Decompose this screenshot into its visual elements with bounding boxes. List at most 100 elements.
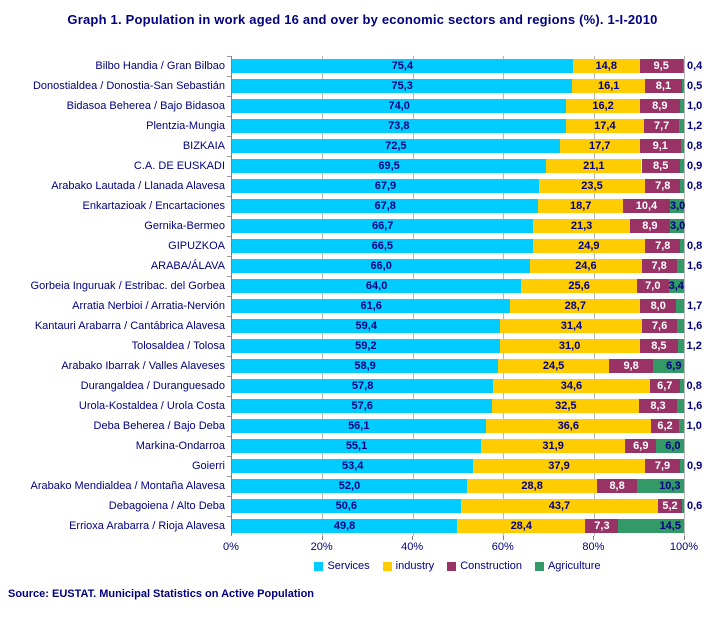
value-label: 67,9 — [374, 180, 397, 192]
value-label: 7,8 — [651, 260, 667, 272]
bar-space: 55,1 31,9 6,9 6,0 — [227, 436, 684, 456]
bar-segment-industry: 43,7 — [460, 499, 659, 513]
chart-title: Graph 1. Population in work aged 16 and … — [67, 12, 658, 27]
bar-segment-agriculture — [682, 59, 685, 73]
bar-space: 66,5 24,9 7,8 0,8 — [227, 236, 702, 256]
value-label: 66,5 — [371, 240, 393, 252]
legend-item: Services — [314, 560, 370, 572]
axis-tick-label: 20% — [310, 541, 333, 553]
value-label: 24,6 — [575, 260, 597, 272]
value-label: 31,9 — [542, 440, 564, 452]
value-label: 8,9 — [652, 100, 668, 112]
value-label: 7,0 — [645, 280, 661, 292]
chart-row: Tolosaldea / Tolosa 59,2 31,0 8,5 1,2 — [0, 336, 725, 356]
bar-segment-agriculture: 10,3 — [636, 479, 684, 493]
category-label: Arabako Ibarrak / Valles Alaveses — [61, 360, 225, 372]
value-label: 50,6 — [335, 500, 358, 512]
bar-segment-services: 52,0 — [232, 479, 468, 493]
bar-segment-services: 75,3 — [232, 79, 573, 93]
category-label: Gernika-Bermeo — [144, 220, 225, 232]
bar-segment-industry: 24,9 — [532, 239, 646, 253]
value-label: 57,8 — [351, 380, 374, 392]
value-label: 3,0 — [669, 220, 686, 232]
bar-segment-industry: 17,7 — [559, 139, 640, 153]
bar-segment-industry: 36,6 — [485, 419, 651, 433]
category-label: Gorbeia Inguruak / Estribac. del Gorbea — [30, 280, 225, 292]
value-label: 6,7 — [657, 380, 673, 392]
plot-grid — [231, 56, 685, 536]
bar-segment-agriculture — [678, 339, 684, 353]
value-label: 6,2 — [657, 420, 673, 432]
value-label: 6,9 — [633, 440, 649, 452]
value-label: 8,8 — [609, 480, 625, 492]
bar-segment-construction: 8,5 — [639, 339, 679, 353]
chart-row: GIPUZKOA 66,5 24,9 7,8 0,8 — [0, 236, 725, 256]
value-label: 14,5 — [659, 520, 681, 532]
value-label: 75,3 — [391, 80, 413, 92]
bar-segment-agriculture: 3,4 — [668, 279, 684, 293]
chart-row: BIZKAIA 72,5 17,7 9,1 0,8 — [0, 136, 725, 156]
gridline — [322, 56, 324, 536]
category-label: Durangaldea / Duranguesado — [80, 380, 225, 392]
value-label: 0,8 — [687, 180, 703, 192]
bar-segment-services: 66,7 — [232, 219, 534, 233]
value-label: 72,5 — [385, 140, 407, 152]
value-label: 8,9 — [642, 220, 658, 232]
value-label: 0,9 — [687, 460, 703, 472]
value-label: 61,6 — [360, 300, 382, 312]
bar-space: 50,6 43,7 5,2 0,6 — [227, 496, 702, 516]
bar-segment-construction: 6,2 — [651, 419, 680, 433]
bar-segment-agriculture: 6,9 — [653, 359, 685, 373]
category-label: Arabako Mendialdea / Montaña Alavesa — [30, 480, 225, 492]
chart-row: Bidasoa Beherea / Bajo Bidasoa 74,0 16,2 8,… — [0, 96, 725, 116]
value-label: 21,1 — [583, 160, 605, 172]
value-label: 0,8 — [687, 140, 703, 152]
bar-segment-construction: 8,1 — [645, 79, 682, 93]
bar-segment-industry: 28,7 — [510, 299, 641, 313]
axis-tick — [412, 536, 414, 540]
value-label: 8,5 — [653, 160, 669, 172]
category-label: Urola-Kostaldea / Urola Costa — [78, 400, 225, 412]
legend-swatch-services — [314, 561, 324, 571]
bar-space: 61,6 28,7 8,0 1,7 — [227, 296, 702, 316]
chart-row: Kantauri Arabarra / Cantábrica Alavesa 59… — [0, 316, 725, 336]
bar-segment-agriculture — [676, 319, 684, 333]
value-label: 6,0 — [665, 440, 681, 452]
bar-segment-services: 50,6 — [232, 499, 461, 513]
axis-tick-label: 80% — [582, 541, 605, 553]
value-label: 7,7 — [653, 120, 670, 132]
bar-space: 73,8 17,4 7,7 1,2 — [227, 116, 702, 136]
bar-segment-construction: 7,8 — [645, 179, 681, 193]
chart-row: Debagoiena / Alto Deba 50,6 43,7 5,2 0,6 — [0, 496, 725, 516]
bar-segment-construction: 7,3 — [585, 519, 619, 533]
bar-segment-construction: 7,9 — [644, 459, 681, 473]
bar-segment-services: 72,5 — [232, 139, 560, 153]
value-label: 34,6 — [560, 380, 583, 392]
gridline — [503, 56, 505, 536]
source-note: Source: EUSTAT. Municipal Statistics on … — [8, 588, 315, 600]
bar-segment-construction: 7,0 — [636, 279, 669, 293]
category-label: ARABA/ÁLAVA — [150, 260, 225, 272]
value-label: 31,4 — [560, 320, 583, 332]
category-label: Tolosaldea / Tolosa — [131, 340, 225, 352]
category-label: Bilbo Handia / Gran Bilbao — [95, 60, 225, 72]
value-label: 32,5 — [555, 400, 577, 412]
chart-row: Plentzia-Mungia 73,8 17,4 7,7 1,2 — [0, 116, 725, 136]
category-label: BIZKAIA — [182, 140, 225, 152]
value-label: 1,7 — [687, 300, 703, 312]
chart-row: C.A. DE EUSKADI 69,5 21,1 8,5 0,9 — [0, 156, 725, 176]
bar-space: 64,0 25,6 7,0 3,4 — [227, 276, 684, 296]
bar-segment-industry: 37,9 — [473, 459, 645, 473]
bar-segment-agriculture — [679, 159, 684, 173]
value-label: 9,1 — [652, 140, 668, 152]
value-label: 8,5 — [651, 340, 667, 352]
bar-segment-construction: 7,6 — [642, 319, 677, 333]
chart-row: Gernika-Bermeo 66,7 21,3 8,9 3,0 — [0, 216, 725, 236]
category-label: Goierri — [191, 460, 225, 472]
gridline — [412, 56, 414, 536]
value-label: 24,9 — [578, 240, 600, 252]
value-label: 23,5 — [581, 180, 603, 192]
value-label: 74,0 — [388, 100, 410, 112]
bar-segment-services: 67,8 — [232, 199, 539, 213]
value-label: 52,0 — [338, 480, 361, 492]
